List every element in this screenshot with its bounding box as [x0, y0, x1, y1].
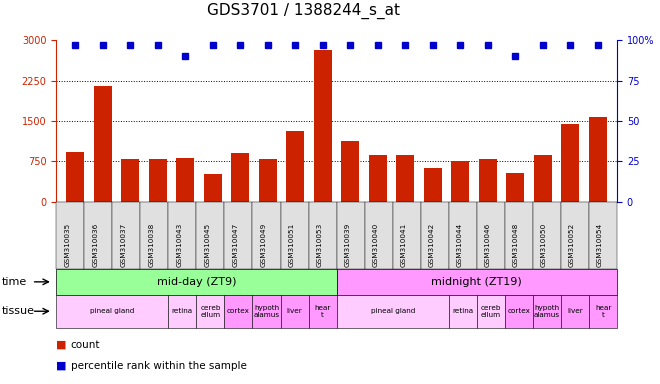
- Text: GSM310038: GSM310038: [148, 223, 154, 267]
- Text: GSM310051: GSM310051: [288, 223, 294, 267]
- Text: midnight (ZT19): midnight (ZT19): [432, 277, 522, 287]
- Text: GSM310047: GSM310047: [232, 223, 238, 267]
- Bar: [67, 152, 84, 202]
- Text: hypoth
alamus: hypoth alamus: [253, 305, 280, 318]
- Text: GSM310036: GSM310036: [92, 223, 98, 267]
- Bar: [341, 141, 359, 202]
- Bar: [149, 159, 167, 202]
- Text: GSM310040: GSM310040: [373, 223, 379, 267]
- Bar: [506, 172, 524, 202]
- Bar: [259, 159, 277, 202]
- Text: hear
t: hear t: [314, 305, 331, 318]
- Bar: [424, 168, 442, 202]
- Bar: [176, 157, 194, 202]
- Text: percentile rank within the sample: percentile rank within the sample: [71, 361, 246, 371]
- Text: GSM310053: GSM310053: [317, 223, 323, 267]
- Text: cereb
ellum: cereb ellum: [480, 305, 501, 318]
- Text: time: time: [1, 277, 26, 287]
- Text: GSM310050: GSM310050: [541, 223, 547, 267]
- Text: GSM310044: GSM310044: [457, 223, 463, 267]
- Text: mid-day (ZT9): mid-day (ZT9): [156, 277, 236, 287]
- Text: liver: liver: [567, 308, 583, 314]
- Text: retina: retina: [452, 308, 473, 314]
- Text: count: count: [71, 340, 100, 350]
- Text: GSM310043: GSM310043: [176, 223, 182, 267]
- Text: pineal gland: pineal gland: [90, 308, 135, 314]
- Text: GSM310052: GSM310052: [569, 223, 575, 267]
- Bar: [534, 155, 552, 202]
- Bar: [286, 131, 304, 202]
- Text: ■: ■: [56, 361, 67, 371]
- Text: retina: retina: [172, 308, 193, 314]
- Bar: [589, 117, 607, 202]
- Bar: [204, 174, 222, 202]
- Text: pineal gland: pineal gland: [370, 308, 415, 314]
- Text: GSM310054: GSM310054: [597, 223, 603, 267]
- Bar: [314, 50, 332, 202]
- Bar: [94, 86, 112, 202]
- Bar: [232, 153, 249, 202]
- Text: GSM310045: GSM310045: [205, 223, 211, 267]
- Text: GSM310042: GSM310042: [429, 223, 435, 267]
- Text: GSM310046: GSM310046: [485, 223, 491, 267]
- Text: GSM310049: GSM310049: [261, 223, 267, 267]
- Text: tissue: tissue: [1, 306, 34, 316]
- Bar: [121, 159, 139, 202]
- Text: GSM310048: GSM310048: [513, 223, 519, 267]
- Text: liver: liver: [286, 308, 302, 314]
- Text: GSM310037: GSM310037: [120, 223, 126, 267]
- Text: ■: ■: [56, 340, 67, 350]
- Text: cortex: cortex: [227, 308, 250, 314]
- Text: cereb
ellum: cereb ellum: [200, 305, 220, 318]
- Bar: [562, 124, 579, 202]
- Text: GSM310039: GSM310039: [345, 223, 350, 267]
- Bar: [397, 156, 414, 202]
- Text: GSM310041: GSM310041: [401, 223, 407, 267]
- Text: GSM310035: GSM310035: [64, 223, 70, 267]
- Text: hear
t: hear t: [595, 305, 611, 318]
- Bar: [451, 161, 469, 202]
- Text: hypoth
alamus: hypoth alamus: [534, 305, 560, 318]
- Bar: [479, 159, 497, 202]
- Text: cortex: cortex: [508, 308, 531, 314]
- Text: GDS3701 / 1388244_s_at: GDS3701 / 1388244_s_at: [207, 3, 400, 19]
- Bar: [369, 155, 387, 202]
